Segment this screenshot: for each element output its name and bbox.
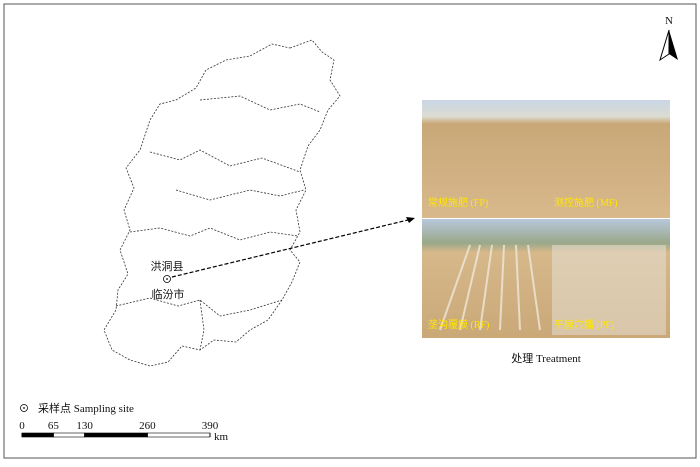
scale-tick-label: 65 bbox=[48, 420, 60, 432]
scale-segment bbox=[53, 432, 85, 438]
scale-tick-label: 260 bbox=[139, 420, 156, 432]
scale-segment bbox=[21, 432, 54, 438]
photo-label: 常规施肥 (FP) bbox=[428, 196, 488, 209]
photo bbox=[422, 100, 548, 218]
photo-grid: 常规施肥 (FP) 测控施肥 (MF) 垄沟覆膜 (RF) 平膜穴播 (PF) bbox=[422, 100, 670, 338]
photo-label: 测控施肥 (MF) bbox=[554, 196, 618, 209]
photo bbox=[548, 100, 670, 218]
photo-label: 平膜穴播 (PF) bbox=[554, 318, 614, 331]
north-arrow: N bbox=[659, 15, 678, 62]
county-label: 洪洞县 bbox=[151, 259, 184, 273]
scale-tick-label: 0 bbox=[19, 420, 25, 432]
scale-tick-label: 390 bbox=[202, 420, 219, 432]
scale-segment bbox=[147, 432, 211, 438]
photos-caption: 处理 Treatment bbox=[511, 352, 581, 365]
photo bbox=[422, 219, 548, 338]
province-map: 洪洞县 临汾市 bbox=[103, 39, 415, 367]
photo-label: 垄沟覆膜 (RF) bbox=[428, 318, 489, 331]
north-label: N bbox=[665, 15, 673, 27]
legend-label: 采样点 Sampling site bbox=[38, 401, 134, 415]
scale-unit: km bbox=[214, 431, 229, 443]
city-label: 临汾市 bbox=[152, 287, 185, 301]
frame bbox=[3, 3, 697, 459]
arrow bbox=[171, 218, 413, 278]
scale-tick-label: 130 bbox=[76, 420, 93, 432]
scale-segment bbox=[84, 432, 148, 438]
